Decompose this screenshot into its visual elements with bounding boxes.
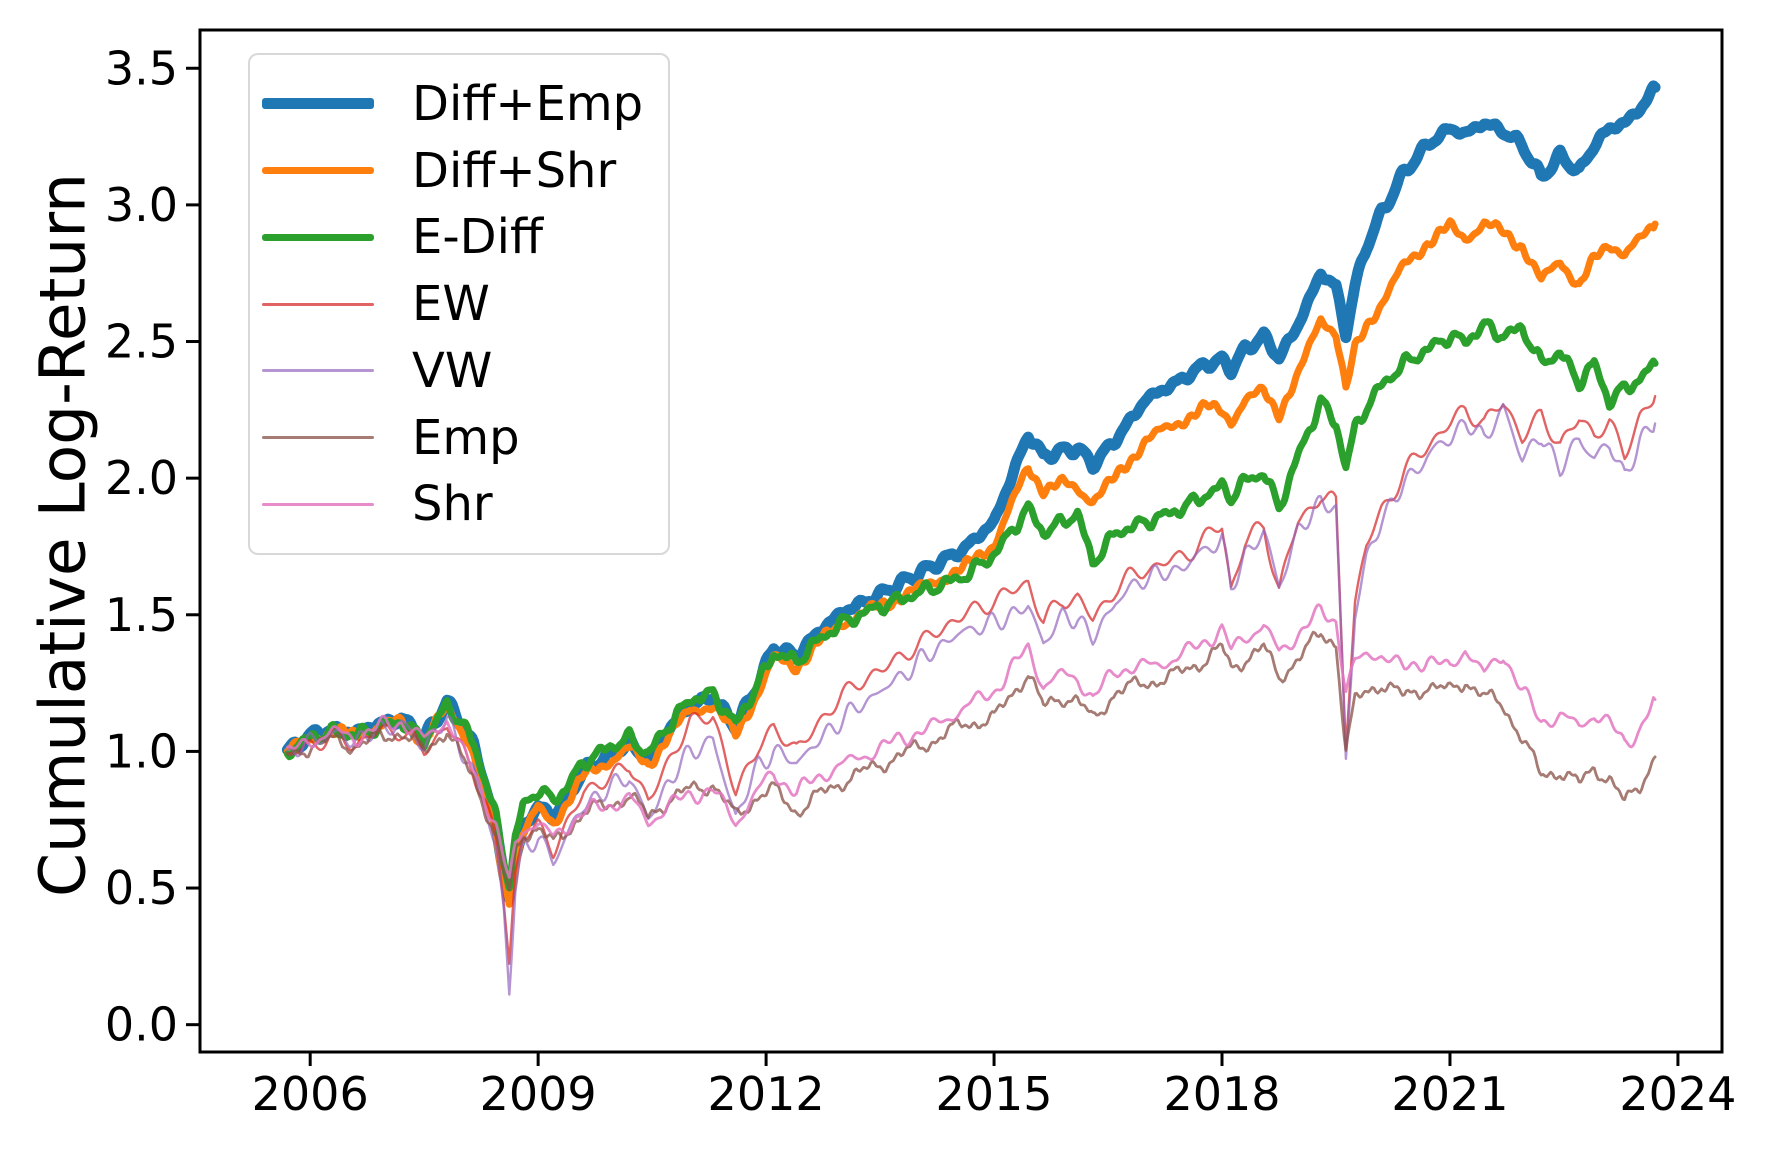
series-line-Shr: [285, 603, 1657, 879]
legend-item-label: VW: [412, 342, 493, 399]
legend-line-swatch-Diff+Shr: [262, 167, 374, 174]
x-tick-label-2024: 2024: [1619, 1067, 1736, 1121]
legend-item-label: E-Diff: [412, 209, 544, 266]
x-tick-label-2015: 2015: [936, 1067, 1053, 1121]
x-tick-label-2012: 2012: [708, 1067, 825, 1121]
legend-item-Emp: Emp: [262, 414, 668, 462]
legend-line-swatch-EW: [262, 302, 374, 306]
series-line-E-Diff: [283, 318, 1659, 892]
legend-item-VW: VW: [262, 347, 668, 395]
series-line-Emp: [285, 630, 1657, 891]
legend-line-swatch-VW: [262, 369, 374, 373]
legend-item-Diff+Emp: Diff+Emp: [262, 80, 668, 128]
y-tick-label-0.5: 0.5: [105, 861, 178, 915]
series-line-EW: [286, 395, 1657, 965]
legend-line-swatch-Emp: [262, 436, 374, 439]
legend-item-label: Diff+Emp: [412, 75, 644, 132]
x-tick-label-2009: 2009: [480, 1067, 597, 1121]
y-tick-label-1.0: 1.0: [105, 724, 178, 778]
legend-line-swatch-E-Diff: [262, 233, 374, 241]
x-tick-label-2021: 2021: [1391, 1067, 1508, 1121]
x-tick-label-2006: 2006: [252, 1067, 369, 1121]
legend-item-label: EW: [412, 276, 490, 332]
y-tick-label-3.5: 3.5: [105, 41, 178, 95]
legend-line-swatch-Diff+Emp: [262, 98, 374, 110]
y-tick-label-0.0: 0.0: [105, 998, 178, 1052]
y-tick-label-2.0: 2.0: [105, 451, 178, 505]
legend-item-Shr: Shr: [262, 480, 668, 528]
x-tick-label-2018: 2018: [1163, 1067, 1280, 1121]
legend-item-E-Diff: E-Diff: [262, 213, 668, 261]
y-tick-label-2.5: 2.5: [105, 315, 178, 369]
legend-item-label: Emp: [412, 409, 520, 466]
y-tick-label-3.0: 3.0: [105, 178, 178, 232]
y-tick-label-1.5: 1.5: [105, 588, 178, 642]
legend-line-swatch-Shr: [262, 502, 374, 506]
series-line-VW: [286, 402, 1657, 996]
legend-item-Diff+Shr: Diff+Shr: [262, 147, 668, 195]
legend: Diff+Emp Diff+Shr E-Diff EW VW Emp Shr: [248, 53, 670, 555]
legend-item-label: Diff+Shr: [412, 142, 617, 199]
legend-item-EW: EW: [262, 280, 668, 328]
legend-item-label: Shr: [412, 476, 493, 533]
y-axis-label: Cumulative Log-Return: [26, 173, 100, 897]
axes-border: [198, 28, 1724, 1054]
